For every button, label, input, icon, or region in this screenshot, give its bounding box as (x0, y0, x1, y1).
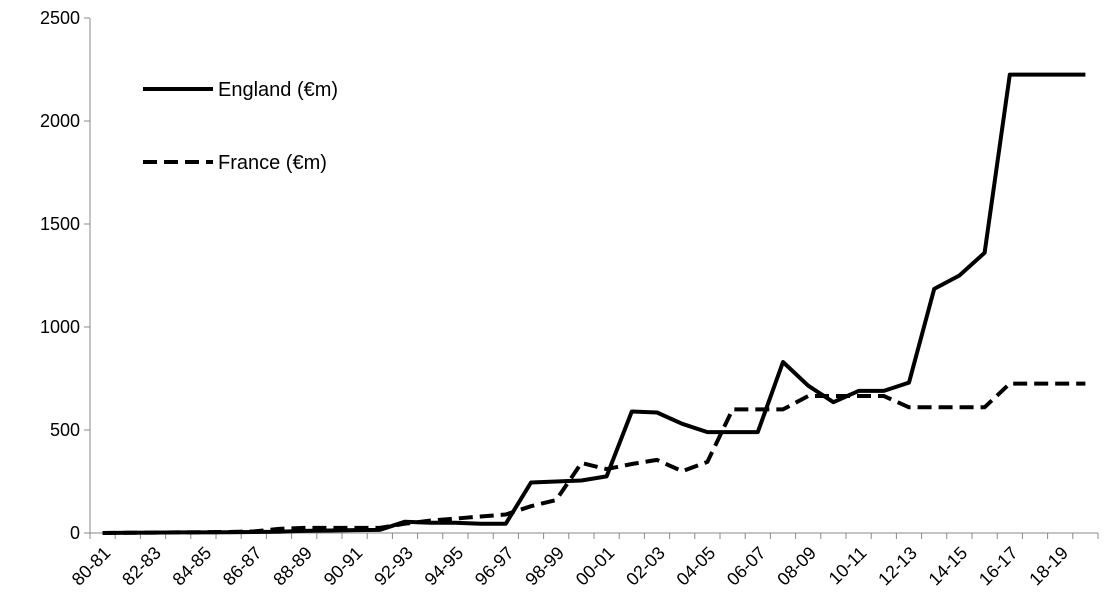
x-tick-label: 82-83 (118, 543, 165, 590)
x-tick-label: 02-03 (622, 543, 669, 590)
legend: England (€m) France (€m) (143, 79, 338, 174)
x-tick-label: 84-85 (169, 543, 216, 590)
x-tick-label: 94-95 (421, 543, 468, 590)
x-tick-label: 90-91 (320, 543, 367, 590)
series-line-england (102, 72, 1086, 535)
y-tick-label: 1500 (40, 214, 80, 234)
series-layer (102, 72, 1086, 535)
x-tick-label: 18-19 (1025, 543, 1072, 590)
y-tick-label: 2500 (40, 8, 80, 28)
x-tick-label: 12-13 (874, 543, 921, 590)
legend-label-france: France (€m) (218, 152, 327, 174)
legend-label-england: England (€m) (218, 79, 338, 101)
x-tick-label: 10-11 (825, 543, 871, 589)
x-tick-label: 14-15 (925, 543, 972, 590)
x-tick-label: 98-99 (521, 543, 568, 590)
x-tick-label: 00-01 (572, 543, 619, 590)
x-tick-label: 88-89 (269, 543, 316, 590)
x-tick-label: 08-09 (773, 543, 820, 590)
x-tick-label: 86-87 (219, 543, 266, 590)
x-tick-label: 06-07 (723, 543, 770, 590)
x-tick-label: 80-81 (68, 543, 115, 590)
y-tick-label: 1000 (40, 317, 80, 337)
series-line-france (102, 381, 1086, 535)
x-axis: 80-81 82-83 84-85 86-87 88-89 90-91 92-93 94-95… (68, 532, 1099, 590)
x-tick-label: 04-05 (673, 543, 720, 590)
y-tick-label: 2000 (40, 111, 80, 131)
x-tick-label: 16-17 (975, 543, 1022, 590)
y-axis: 0 500 1000 1500 2000 2500 (40, 8, 91, 543)
y-tick-label: 0 (70, 523, 80, 543)
y-tick-label: 500 (50, 420, 80, 440)
x-tick-label: 96-97 (471, 543, 518, 590)
x-tick-label: 92-93 (370, 543, 417, 590)
